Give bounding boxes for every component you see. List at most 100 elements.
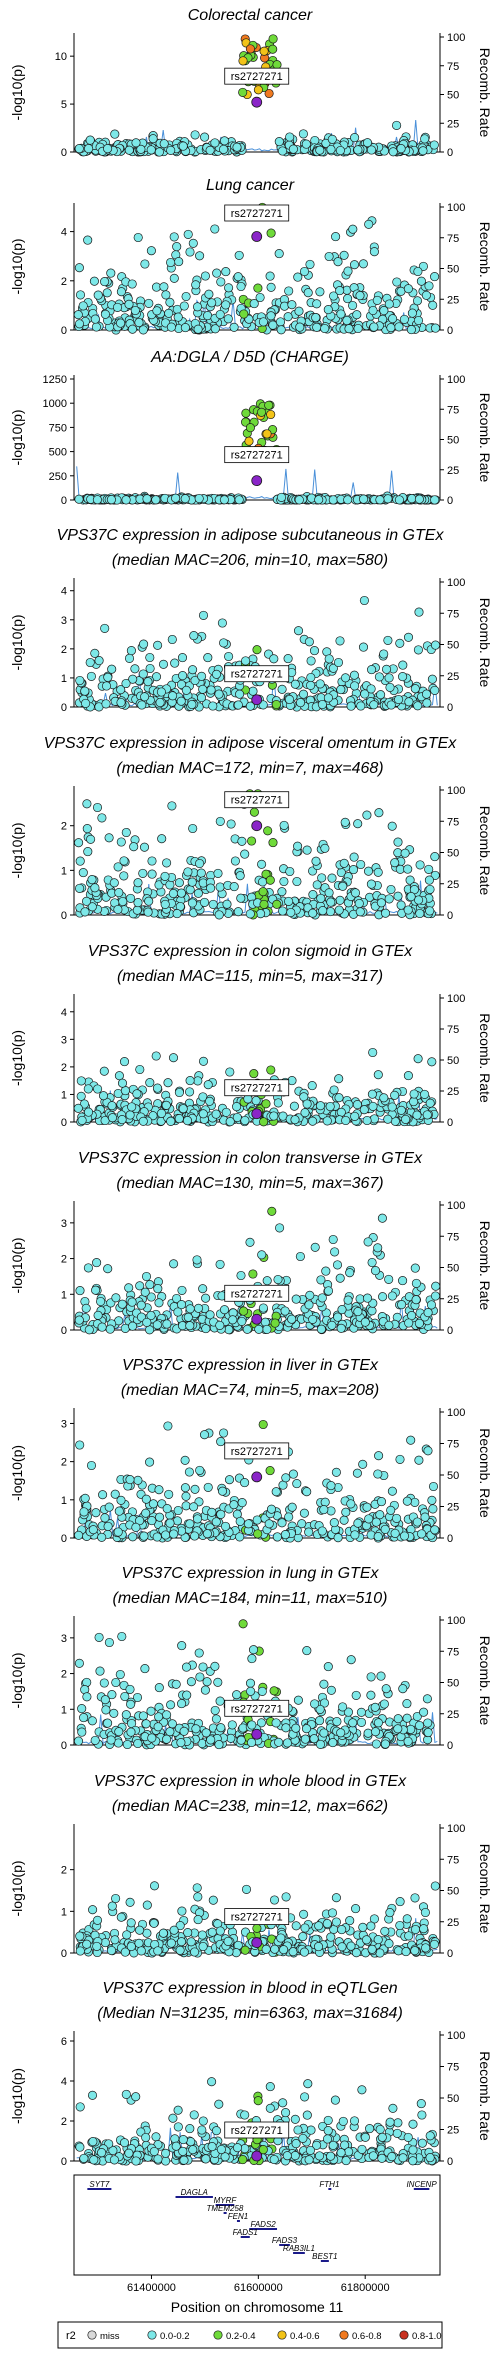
data-point bbox=[177, 1906, 187, 1916]
data-point bbox=[220, 1521, 231, 1531]
data-point bbox=[342, 315, 352, 326]
y-tick-label: 0 bbox=[61, 702, 67, 714]
data-point bbox=[143, 677, 153, 687]
data-point bbox=[350, 681, 360, 691]
data-point bbox=[90, 1735, 100, 1745]
data-point bbox=[384, 299, 394, 309]
data-point bbox=[187, 877, 197, 887]
data-point bbox=[114, 1506, 124, 1516]
data-point bbox=[252, 1923, 262, 1933]
data-point bbox=[352, 310, 362, 320]
data-point bbox=[276, 1933, 286, 1943]
data-point bbox=[168, 2113, 178, 2123]
data-point bbox=[151, 1051, 161, 1061]
points bbox=[74, 1206, 441, 1335]
data-point bbox=[165, 1518, 175, 1528]
data-point bbox=[290, 679, 300, 689]
data-point bbox=[430, 685, 440, 695]
points bbox=[74, 2077, 440, 2166]
data-point bbox=[100, 1695, 110, 1705]
data-point bbox=[248, 1645, 259, 1655]
lead-snp-point bbox=[251, 2150, 263, 2162]
data-point bbox=[319, 1505, 329, 1515]
data-point bbox=[302, 1646, 312, 1656]
data-point bbox=[359, 1105, 369, 1115]
data-point bbox=[358, 1922, 368, 1932]
data-point bbox=[81, 1303, 91, 1313]
data-point bbox=[288, 144, 298, 154]
data-point bbox=[228, 1315, 238, 1325]
data-point bbox=[404, 697, 414, 707]
data-point bbox=[322, 1116, 332, 1126]
data-point bbox=[311, 313, 321, 323]
data-point bbox=[340, 673, 351, 683]
data-point bbox=[350, 1111, 360, 1121]
data-point bbox=[430, 495, 440, 505]
data-point bbox=[431, 1281, 441, 1291]
data-point bbox=[169, 1259, 179, 1269]
data-point bbox=[92, 1258, 102, 1268]
data-point bbox=[344, 2147, 354, 2157]
data-point bbox=[422, 698, 432, 708]
data-point bbox=[430, 1525, 440, 1535]
data-point bbox=[172, 1293, 182, 1304]
data-point bbox=[424, 875, 434, 885]
data-point bbox=[152, 1532, 162, 1542]
data-point bbox=[141, 2132, 151, 2143]
data-point bbox=[85, 657, 95, 668]
lead-snp-point bbox=[251, 1728, 263, 1740]
data-point bbox=[176, 696, 186, 706]
data-point bbox=[221, 267, 231, 277]
data-point bbox=[141, 1271, 152, 1282]
data-point bbox=[247, 1654, 257, 1664]
data-point bbox=[369, 1914, 379, 1924]
data-point bbox=[197, 671, 207, 681]
y-tick-label: 4 bbox=[61, 1007, 67, 1019]
data-point bbox=[373, 1935, 383, 1945]
data-point bbox=[257, 859, 267, 869]
data-point bbox=[401, 1947, 411, 1957]
data-point bbox=[303, 288, 313, 298]
data-point bbox=[395, 638, 405, 648]
data-point bbox=[93, 1084, 103, 1094]
panel-subtitle: (median MAC=130, min=5, max=367) bbox=[116, 1175, 383, 1192]
data-point bbox=[119, 856, 129, 866]
data-point bbox=[406, 325, 416, 335]
data-point bbox=[104, 1502, 114, 1512]
right-tick-label: 75 bbox=[447, 1231, 459, 1243]
data-point bbox=[216, 1437, 226, 1447]
data-point bbox=[306, 680, 316, 690]
data-point bbox=[380, 1926, 390, 1936]
data-point bbox=[203, 1482, 213, 1492]
data-point bbox=[206, 1735, 216, 1745]
data-point bbox=[377, 2153, 387, 2163]
panel-subtitle: (median MAC=172, min=7, max=468) bbox=[116, 760, 383, 777]
data-point bbox=[198, 1284, 208, 1294]
data-point bbox=[207, 298, 217, 308]
data-point bbox=[278, 2098, 288, 2108]
data-point bbox=[413, 315, 424, 326]
data-point bbox=[295, 698, 306, 708]
data-point bbox=[312, 299, 322, 309]
data-point bbox=[245, 1237, 255, 1247]
data-point bbox=[194, 493, 204, 504]
data-point bbox=[337, 1305, 347, 1315]
data-point bbox=[298, 689, 309, 699]
right-tick-label: 50 bbox=[447, 1470, 459, 1482]
data-point bbox=[338, 1702, 348, 1712]
data-point bbox=[117, 1299, 127, 1309]
data-point bbox=[373, 867, 383, 877]
data-point bbox=[317, 1526, 327, 1536]
data-point bbox=[238, 2155, 248, 2165]
data-point bbox=[211, 1109, 221, 1119]
data-point bbox=[287, 1502, 297, 1512]
data-point bbox=[274, 249, 284, 259]
data-point bbox=[364, 219, 374, 229]
data-point bbox=[131, 2092, 141, 2102]
data-point bbox=[346, 1941, 356, 1951]
data-point bbox=[73, 1736, 84, 1746]
data-point bbox=[148, 1111, 158, 1121]
data-point bbox=[277, 1518, 287, 1528]
